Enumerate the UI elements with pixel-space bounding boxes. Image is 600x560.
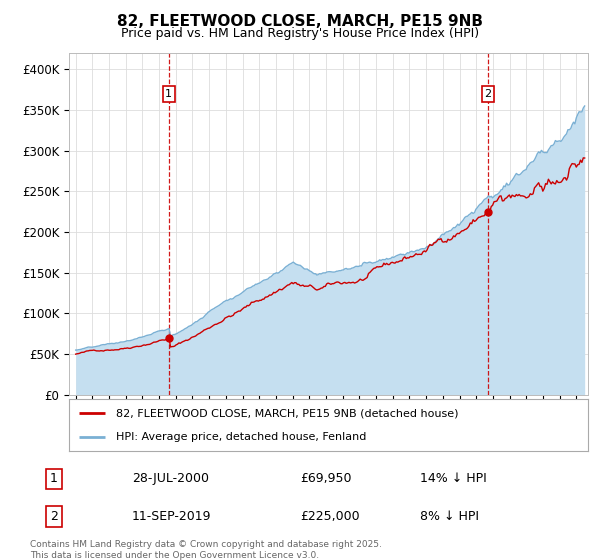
Text: £69,950: £69,950 (300, 472, 352, 486)
Text: HPI: Average price, detached house, Fenland: HPI: Average price, detached house, Fenl… (116, 432, 366, 442)
Text: 14% ↓ HPI: 14% ↓ HPI (420, 472, 487, 486)
Text: 28-JUL-2000: 28-JUL-2000 (132, 472, 209, 486)
Text: Price paid vs. HM Land Registry's House Price Index (HPI): Price paid vs. HM Land Registry's House … (121, 27, 479, 40)
Text: 8% ↓ HPI: 8% ↓ HPI (420, 510, 479, 523)
Text: 11-SEP-2019: 11-SEP-2019 (132, 510, 212, 523)
Text: £225,000: £225,000 (300, 510, 359, 523)
Text: Contains HM Land Registry data © Crown copyright and database right 2025.
This d: Contains HM Land Registry data © Crown c… (30, 540, 382, 560)
Text: 82, FLEETWOOD CLOSE, MARCH, PE15 9NB (detached house): 82, FLEETWOOD CLOSE, MARCH, PE15 9NB (de… (116, 408, 458, 418)
Text: 1: 1 (50, 472, 58, 486)
Text: 2: 2 (484, 89, 491, 99)
Text: 82, FLEETWOOD CLOSE, MARCH, PE15 9NB: 82, FLEETWOOD CLOSE, MARCH, PE15 9NB (117, 14, 483, 29)
Text: 1: 1 (165, 89, 172, 99)
Text: 2: 2 (50, 510, 58, 523)
